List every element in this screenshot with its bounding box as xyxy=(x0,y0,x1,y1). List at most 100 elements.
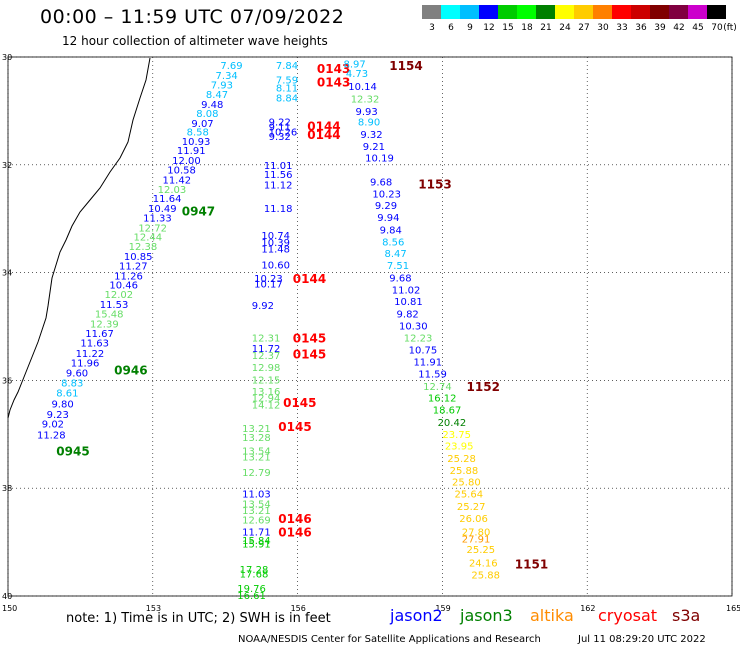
wave-height-label: 9.02 xyxy=(42,420,64,431)
color-scale-label: 21 xyxy=(540,23,552,33)
wave-height-label: 4.73 xyxy=(346,69,368,80)
wave-height-label: 11.18 xyxy=(264,204,293,215)
pass-time-label: 0144 xyxy=(307,119,340,133)
lon-tick-label: 150 xyxy=(2,604,17,613)
map-title: 00:00 – 11:59 UTC 07/09/2022 xyxy=(40,6,345,28)
wave-height-label: 8.90 xyxy=(358,118,380,129)
map-frame xyxy=(7,56,733,597)
pass-time-label: 0144 xyxy=(307,128,340,142)
wave-height-label: 25.80 xyxy=(452,478,481,489)
color-scale-label: 33 xyxy=(616,23,628,33)
wave-height-label: 23.75 xyxy=(442,430,471,441)
wave-height-label: 9.21 xyxy=(363,142,385,153)
wave-height-label: 13.21 xyxy=(242,506,271,517)
pass-time-label: 0145 xyxy=(293,347,326,361)
wave-height-label: 12.31 xyxy=(252,333,281,344)
wave-height-label: 26.06 xyxy=(459,514,488,525)
wave-height-label: 7.93 xyxy=(211,80,233,91)
wave-height-label: 11.01 xyxy=(264,161,293,172)
wave-height-label: 25.27 xyxy=(457,502,486,513)
wave-height-label: 9.23 xyxy=(47,410,69,421)
wave-height-label: 11.22 xyxy=(76,349,105,360)
color-scale-label: 36 xyxy=(635,23,647,33)
satellite-legend-s3a: s3a xyxy=(672,606,701,625)
pass-time-label: 0146 xyxy=(278,512,311,526)
wave-height-label: 16.12 xyxy=(428,394,457,405)
satellite-tracks: 7.697.347.938.479.488.089.078.5810.9311.… xyxy=(37,59,548,602)
pass-time-label: 0946 xyxy=(114,364,147,378)
pass-time-label: 0143 xyxy=(317,62,350,76)
wave-height-label: 25.88 xyxy=(471,570,500,581)
wave-height-label: 9.84 xyxy=(380,225,402,236)
satellite-legend-altika: altika xyxy=(530,606,574,625)
color-scale-label: 15 xyxy=(502,23,514,33)
color-scale-swatch xyxy=(707,5,726,19)
color-scale-label: 18 xyxy=(521,23,533,33)
color-scale-swatch xyxy=(498,5,517,19)
wave-height-label: 11.91 xyxy=(413,358,442,369)
wave-height-label: 13.54 xyxy=(242,499,271,510)
color-scale-label: 39 xyxy=(654,23,666,33)
lat-tick-label: 38 xyxy=(2,484,12,493)
wave-height-label: 12.98 xyxy=(252,363,281,374)
wave-height-label: 9.93 xyxy=(356,107,378,118)
wave-height-label: 15.84 xyxy=(242,536,271,547)
color-scale-swatch xyxy=(517,5,536,19)
wave-height-label: 17.68 xyxy=(240,569,269,580)
wave-height-label: 11.56 xyxy=(264,170,293,181)
wave-height-label: 27.80 xyxy=(462,527,491,538)
wave-height-label: 11.96 xyxy=(71,359,100,370)
wave-height-label: 12.37 xyxy=(252,351,281,362)
pass-time-label: 0945 xyxy=(56,444,89,458)
legend-note: note: 1) Time is in UTC; 2) SWH is in fe… xyxy=(66,611,331,626)
wave-height-label: 12.72 xyxy=(138,223,167,234)
wave-height-label: 12.15 xyxy=(252,375,281,386)
color-scale-swatch xyxy=(479,5,498,19)
wave-height-label: 11.27 xyxy=(119,262,148,273)
wave-height-label: 11.26 xyxy=(114,271,143,282)
wave-height-label: 12.39 xyxy=(90,319,119,330)
wave-height-label: 9.80 xyxy=(51,400,73,411)
wave-height-label: 27.91 xyxy=(462,534,491,545)
wave-height-label: 12.79 xyxy=(242,468,271,479)
pass-time-label: 1153 xyxy=(418,178,451,192)
wave-height-label: 8.08 xyxy=(196,109,218,120)
wave-height-label: 11.03 xyxy=(242,490,271,501)
wave-height-label: 10.46 xyxy=(109,280,138,291)
wave-height-label: 10.74 xyxy=(261,231,290,242)
wave-height-label: 12.02 xyxy=(105,290,134,301)
wave-height-label: 8.61 xyxy=(56,388,78,399)
color-scale-swatch xyxy=(555,5,574,19)
wave-height-label: 9.60 xyxy=(66,368,88,379)
wave-height-label: 7.34 xyxy=(216,71,238,82)
wave-height-label: 11.33 xyxy=(143,214,172,225)
wave-height-label: 9.82 xyxy=(397,310,419,321)
lon-tick-label: 162 xyxy=(580,604,595,613)
wave-height-label: 16.61 xyxy=(237,591,266,602)
wave-height-label: 11.67 xyxy=(85,329,114,340)
wave-height-label: 7.51 xyxy=(387,261,409,272)
color-scale-label: 6 xyxy=(448,23,454,33)
wave-height-label: 13.54 xyxy=(242,446,271,457)
wave-height-label: 9.07 xyxy=(191,119,213,130)
wave-height-label: 18.67 xyxy=(433,406,462,417)
wave-height-label: 15.48 xyxy=(95,310,124,321)
pass-time-label: 0146 xyxy=(278,525,311,539)
wave-height-label: 25.64 xyxy=(454,490,483,501)
lat-tick-label: 34 xyxy=(2,269,12,278)
pass-time-label: 0145 xyxy=(283,396,316,410)
wave-height-label: 10.17 xyxy=(254,279,283,290)
coastline xyxy=(7,57,151,419)
wave-height-label: 10.60 xyxy=(261,261,290,272)
wave-height-label: 12.38 xyxy=(129,242,158,253)
lon-tick-label: 153 xyxy=(146,604,161,613)
pass-time-label: 1154 xyxy=(389,59,422,73)
wave-height-label: 12.44 xyxy=(133,232,162,243)
wave-height-label: 11.72 xyxy=(252,344,281,355)
satellite-legend-jason3: jason3 xyxy=(460,606,513,625)
wave-height-label: 12.94 xyxy=(252,394,281,405)
wave-height-label: 10.23 xyxy=(254,274,283,285)
wave-height-label: 9.11 xyxy=(269,123,291,134)
wave-height-label: 10.85 xyxy=(124,252,153,263)
wave-height-label: 10.75 xyxy=(409,346,438,357)
